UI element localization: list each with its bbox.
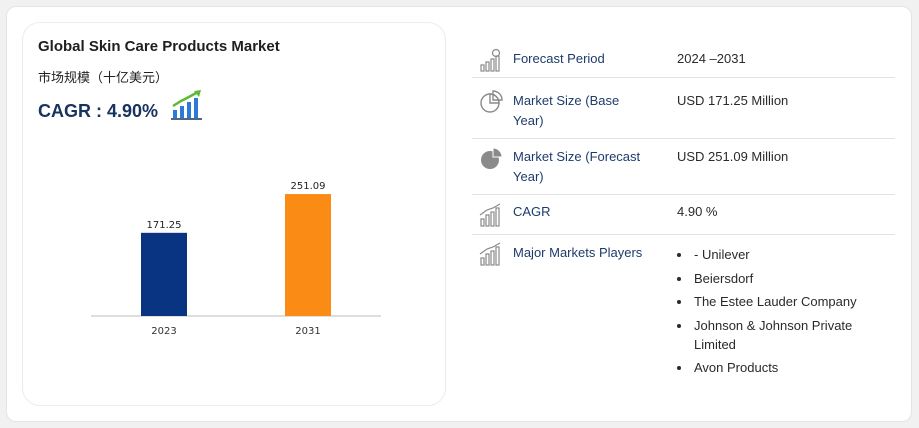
market-size-base-value: USD 171.25 Million	[677, 93, 789, 108]
major-players-label: Major Markets Players	[513, 245, 643, 260]
cagr-table-value: 4.90 %	[677, 204, 718, 219]
list-item: Johnson & Johnson Private Limited	[677, 316, 882, 354]
list-item: Avon Products	[677, 358, 882, 377]
x-tick-label-2031: 2031	[295, 326, 320, 337]
bar-2031	[285, 194, 331, 316]
cagr-row: CAGR 4.90 %	[472, 195, 895, 235]
bar-2023	[141, 232, 187, 316]
chart-subtitle: 市场规模（十亿美元）	[38, 70, 169, 85]
major-players-row: Major Markets Players - Unilever Beiersd…	[472, 235, 895, 385]
forecast-period-row: Forecast Period 2024 –2031	[472, 44, 895, 78]
list-item: The Estee Lauder Company	[677, 292, 882, 311]
cagr-value: CAGR : 4.90%	[38, 101, 159, 121]
list-item: - Unilever	[677, 245, 882, 264]
bar-chart-icon	[479, 242, 501, 266]
bar-chart: 171.25 2023 251.09 2031	[91, 181, 381, 337]
market-size-base-label: Market Size (Base Year)	[513, 93, 620, 128]
bar-chart-icon	[479, 203, 501, 227]
players-list: - Unilever Beiersdorf The Estee Lauder C…	[677, 245, 882, 382]
data-label-2031: 251.09	[291, 181, 326, 192]
market-size-base-row: Market Size (Base Year) USD 171.25 Milli…	[472, 78, 895, 139]
pie-chart-icon	[480, 90, 503, 113]
chart-title: Global Skin Care Products Market	[38, 38, 280, 55]
market-size-forecast-label: Market Size (Forecast Year)	[513, 149, 641, 184]
growth-chart-icon	[171, 90, 202, 120]
pie-chart-filled-icon	[481, 147, 503, 169]
forecast-period-label: Forecast Period	[513, 51, 605, 66]
market-size-forecast-value: USD 251.09 Million	[677, 149, 789, 164]
data-label-2023: 171.25	[147, 220, 182, 231]
forecast-period-value: 2024 –2031	[677, 51, 746, 66]
cagr-label: CAGR	[513, 204, 551, 219]
market-size-forecast-row: Market Size (Forecast Year) USD 251.09 M…	[472, 139, 895, 195]
chart-card	[22, 22, 446, 406]
chart-growth-icon	[480, 48, 501, 72]
list-item: Beiersdorf	[677, 269, 882, 288]
x-tick-label-2023: 2023	[151, 326, 176, 337]
